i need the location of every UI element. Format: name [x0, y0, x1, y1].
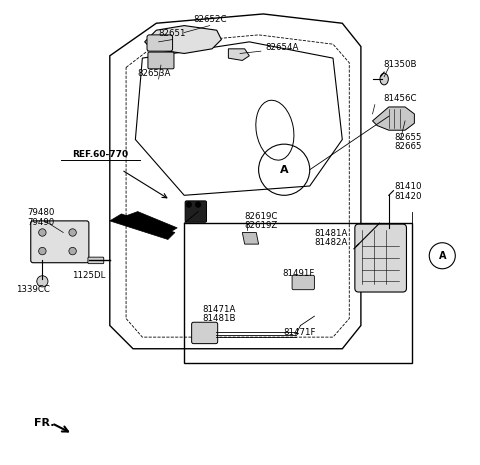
FancyBboxPatch shape	[192, 322, 217, 344]
Text: 1125DL: 1125DL	[72, 271, 106, 280]
Text: 82619Z: 82619Z	[244, 221, 277, 230]
Polygon shape	[112, 212, 177, 235]
FancyBboxPatch shape	[88, 257, 104, 264]
Text: 79480: 79480	[27, 208, 55, 218]
FancyBboxPatch shape	[148, 52, 174, 69]
Text: 82655: 82655	[395, 133, 422, 142]
Polygon shape	[144, 26, 221, 53]
Text: 82654A: 82654A	[265, 43, 299, 52]
Text: 1339CC: 1339CC	[16, 285, 50, 294]
Circle shape	[195, 202, 201, 207]
Text: 82665: 82665	[395, 142, 422, 151]
Circle shape	[186, 202, 192, 207]
Text: 82653A: 82653A	[137, 69, 171, 78]
Text: A: A	[439, 251, 446, 261]
Text: 82652C: 82652C	[193, 15, 227, 24]
Text: A: A	[280, 165, 288, 175]
Text: 81481B: 81481B	[203, 314, 236, 323]
Circle shape	[39, 247, 46, 255]
FancyBboxPatch shape	[31, 221, 89, 263]
Text: 82651: 82651	[159, 29, 186, 38]
Circle shape	[37, 276, 48, 287]
Text: 81482A: 81482A	[314, 238, 348, 247]
Circle shape	[39, 229, 46, 236]
Text: REF.60-770: REF.60-770	[72, 150, 129, 159]
Polygon shape	[110, 214, 175, 239]
FancyBboxPatch shape	[185, 201, 206, 222]
Text: 79490: 79490	[27, 218, 55, 227]
Polygon shape	[228, 49, 249, 60]
Text: 81471A: 81471A	[203, 305, 236, 314]
Text: 81420: 81420	[395, 192, 422, 201]
Ellipse shape	[380, 73, 388, 85]
Text: 82619C: 82619C	[244, 212, 277, 221]
Text: 81410: 81410	[395, 182, 422, 192]
FancyBboxPatch shape	[355, 224, 407, 292]
Polygon shape	[242, 232, 259, 244]
FancyBboxPatch shape	[292, 275, 314, 290]
Circle shape	[69, 247, 76, 255]
Text: 81481A: 81481A	[314, 229, 348, 238]
Polygon shape	[372, 107, 414, 130]
FancyBboxPatch shape	[147, 35, 173, 51]
Text: 81471F: 81471F	[283, 328, 316, 337]
Text: 81350B: 81350B	[384, 60, 417, 69]
Text: FR.: FR.	[35, 418, 55, 428]
Circle shape	[69, 229, 76, 236]
Text: 81491F: 81491F	[282, 269, 314, 278]
Text: 81456C: 81456C	[384, 94, 417, 103]
